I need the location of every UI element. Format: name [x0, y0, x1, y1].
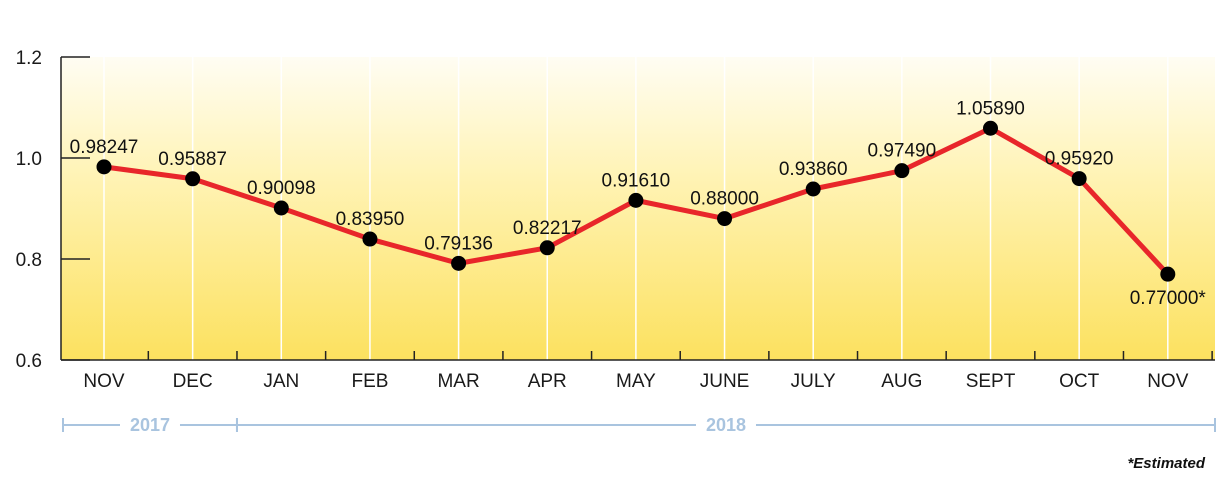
data-point — [96, 159, 112, 175]
y-tick-label: 1.0 — [16, 149, 42, 170]
data-point — [451, 255, 467, 271]
data-point — [362, 231, 378, 247]
data-point — [983, 120, 998, 136]
data-label: 0.79136 — [424, 233, 493, 254]
footnote: *Estimated — [1127, 455, 1205, 472]
x-tick-label: MAR — [437, 371, 479, 392]
data-label: 1.05890 — [956, 98, 1025, 119]
x-tick-label: APR — [528, 371, 567, 392]
data-label: 0.98247 — [70, 137, 139, 158]
data-point — [1160, 266, 1176, 282]
x-tick-label: NOV — [1147, 371, 1189, 392]
x-tick-label: JAN — [263, 371, 299, 392]
data-point — [894, 163, 910, 179]
data-label: 0.90098 — [247, 178, 316, 199]
data-label: 0.97490 — [868, 141, 937, 162]
year-label: 2018 — [706, 415, 746, 435]
y-tick-label: 0.6 — [16, 351, 42, 372]
year-label: 2017 — [130, 415, 170, 435]
data-label: 0.95920 — [1045, 149, 1114, 170]
data-point — [1071, 171, 1087, 187]
x-tick-label: JULY — [791, 371, 836, 392]
data-point — [628, 192, 644, 208]
plot-background — [61, 57, 1215, 360]
y-tick-label: 0.8 — [16, 250, 42, 271]
x-tick-label: SEPT — [966, 371, 1016, 392]
data-label: 0.93860 — [779, 159, 848, 180]
data-point — [717, 211, 733, 227]
data-point — [273, 200, 289, 216]
data-point — [185, 171, 201, 187]
x-tick-label: DEC — [173, 371, 213, 392]
axes: 0.6 0.8 1.0 1.2 NOV DEC JAN FEB MAR APR MAY JUNE JUL… — [16, 48, 1215, 392]
data-label: 0.77000* — [1130, 288, 1207, 309]
x-tick-label: FEB — [351, 371, 388, 392]
year-brackets: 2017 2018 — [62, 415, 1216, 435]
x-tick-label: JUNE — [700, 371, 750, 392]
data-labels: 0.98247 0.95887 0.90098 0.83950 0.79136 0.822… — [70, 98, 1207, 309]
data-label: 0.83950 — [336, 209, 405, 230]
data-label: 0.88000 — [690, 189, 759, 210]
x-tick-label: MAY — [616, 371, 656, 392]
data-label: 0.82217 — [513, 218, 582, 239]
data-label: 0.95887 — [158, 149, 227, 170]
y-tick-label: 1.2 — [16, 48, 42, 69]
x-tick-label: NOV — [83, 371, 125, 392]
data-point — [805, 181, 821, 197]
data-point — [539, 240, 555, 256]
data-label: 0.91610 — [602, 170, 671, 191]
data-series — [96, 120, 1176, 282]
x-tick-label: AUG — [881, 371, 922, 392]
grid-lines — [103, 57, 1169, 360]
x-tick-label: OCT — [1059, 371, 1100, 392]
